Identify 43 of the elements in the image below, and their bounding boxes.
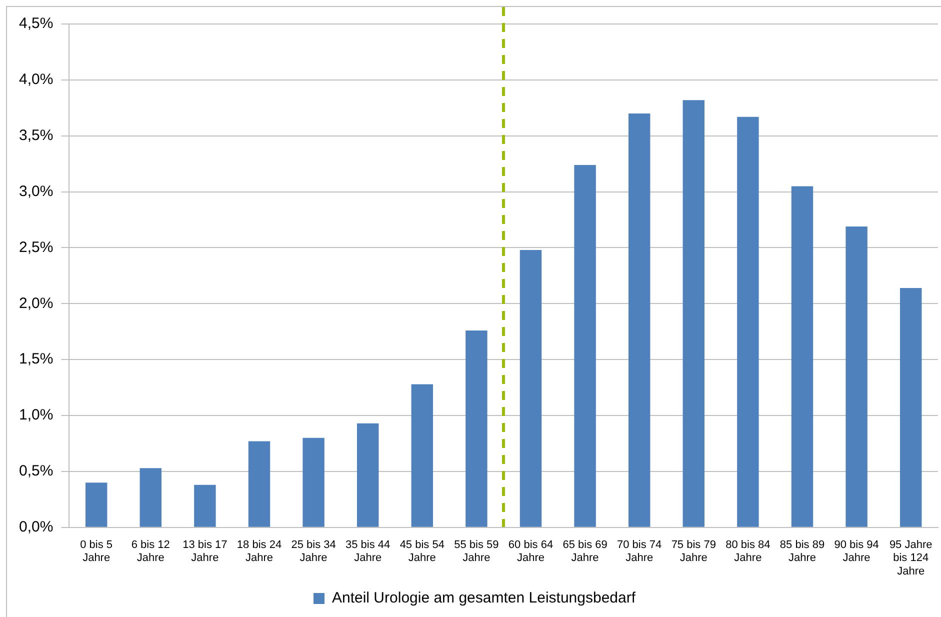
- y-tick-label: 1,0%: [18, 406, 54, 424]
- x-tick-label: 6 bis 12 Jahre: [131, 539, 170, 564]
- bar: [900, 288, 922, 527]
- x-tick-label: 45 bis 54 Jahre: [400, 539, 444, 564]
- y-tick-label: 0,5%: [18, 462, 54, 480]
- x-tick-label: 25 bis 34 Jahre: [291, 539, 336, 564]
- bar: [628, 113, 650, 527]
- y-tick-label: 4,5%: [18, 15, 54, 32]
- bar: [140, 468, 162, 527]
- y-tick-label: 1,5%: [18, 350, 54, 368]
- bar: [737, 116, 759, 527]
- x-tick-label: 18 bis 24 Jahre: [236, 539, 282, 564]
- x-tick-label: 60 bis 64 Jahre: [508, 539, 554, 564]
- x-tick-label: 0 bis 5 Jahre: [80, 539, 113, 564]
- bar: [194, 484, 216, 527]
- x-tick-label: 75 bis 79 Jahre: [671, 539, 716, 564]
- bar: [302, 438, 324, 527]
- y-tick-label: 2,5%: [18, 238, 54, 256]
- bar: [248, 441, 270, 527]
- bar: [682, 100, 705, 527]
- x-tick-label: 95 Jahre bis 124 Jahre: [889, 539, 932, 578]
- x-tick-label: 90 bis 94 Jahre: [834, 539, 879, 564]
- x-tick-label: 13 bis 17 Jahre: [182, 539, 228, 564]
- bar: [846, 226, 868, 527]
- x-tick-label: 85 bis 89 Jahre: [780, 539, 825, 564]
- y-tick-label: 2,0%: [18, 294, 54, 312]
- y-tick-label: 3,0%: [18, 182, 54, 200]
- x-tick-label: 35 bis 44 Jahre: [346, 539, 390, 564]
- bar: [520, 250, 542, 527]
- x-tick-label: 55 bis 59 Jahre: [454, 539, 499, 564]
- y-tick-label: 4,0%: [18, 71, 54, 88]
- bar: [356, 423, 379, 527]
- legend-label: Anteil Urologie am gesamten Leistungsbedarf: [332, 590, 636, 607]
- x-tick-label: 70 bis 74 Jahre: [617, 539, 662, 564]
- x-tick-label: 80 bis 84 Jahre: [726, 539, 770, 564]
- bar: [466, 330, 488, 527]
- x-tick-label: 65 bis 69 Jahre: [562, 539, 608, 564]
- bar: [791, 186, 814, 527]
- bar: [85, 482, 108, 527]
- bar: [574, 164, 596, 527]
- y-tick-label: 3,5%: [18, 127, 54, 144]
- y-tick-label: 0,0%: [18, 518, 54, 536]
- bar: [411, 384, 434, 527]
